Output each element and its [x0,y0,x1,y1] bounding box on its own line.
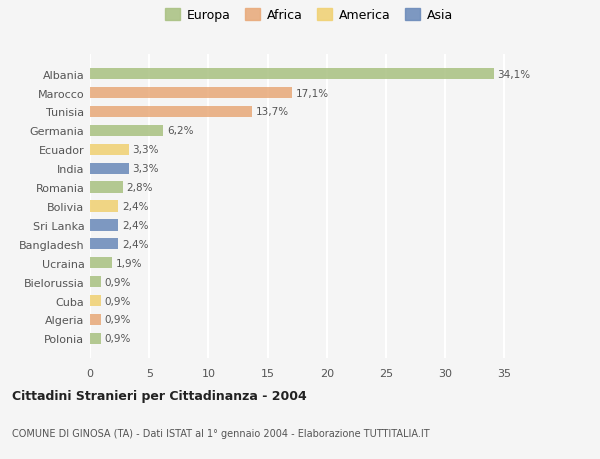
Text: Cittadini Stranieri per Cittadinanza - 2004: Cittadini Stranieri per Cittadinanza - 2… [12,389,307,403]
Text: 0,9%: 0,9% [104,334,131,344]
Bar [90,276,101,288]
Bar [90,295,101,307]
Legend: Europa, Africa, America, Asia: Europa, Africa, America, Asia [163,7,455,25]
Text: 13,7%: 13,7% [256,107,289,117]
Bar [90,88,292,99]
Text: 2,4%: 2,4% [122,220,148,230]
Text: 6,2%: 6,2% [167,126,193,136]
Bar [90,314,101,325]
Text: 2,4%: 2,4% [122,239,148,249]
Text: COMUNE DI GINOSA (TA) - Dati ISTAT al 1° gennaio 2004 - Elaborazione TUTTITALIA.: COMUNE DI GINOSA (TA) - Dati ISTAT al 1°… [12,428,430,438]
Text: 3,3%: 3,3% [133,164,159,174]
Bar [90,106,252,118]
Bar [90,144,129,156]
Bar [90,182,123,193]
Text: 0,9%: 0,9% [104,277,131,287]
Bar [90,125,163,137]
Bar [90,333,101,344]
Bar [90,163,129,174]
Bar [90,220,118,231]
Bar [90,257,112,269]
Text: 0,9%: 0,9% [104,315,131,325]
Text: 2,8%: 2,8% [127,183,153,193]
Text: 17,1%: 17,1% [296,89,329,98]
Text: 2,4%: 2,4% [122,202,148,212]
Bar [90,69,494,80]
Text: 1,9%: 1,9% [116,258,143,268]
Text: 0,9%: 0,9% [104,296,131,306]
Bar [90,239,118,250]
Text: 3,3%: 3,3% [133,145,159,155]
Text: 34,1%: 34,1% [497,69,530,79]
Bar [90,201,118,212]
